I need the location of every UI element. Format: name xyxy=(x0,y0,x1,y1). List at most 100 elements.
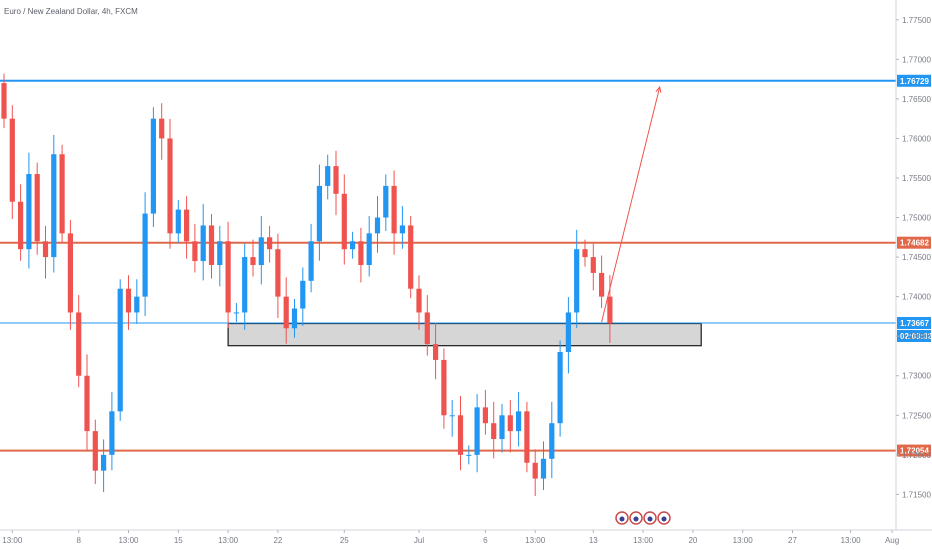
candle-body xyxy=(408,225,414,289)
support-zone-rect[interactable] xyxy=(227,322,702,347)
candle-body xyxy=(325,166,331,186)
price-tag-label: 1.73667 xyxy=(900,319,929,328)
candle-body xyxy=(433,344,439,360)
candle-body xyxy=(18,201,24,250)
candle-body xyxy=(117,288,123,412)
calendar-icon-dot xyxy=(633,516,639,522)
event-icons[interactable] xyxy=(615,511,671,525)
price-tick-label: 1.74000 xyxy=(902,293,931,302)
candle-body xyxy=(399,225,405,234)
calendar-event-icon[interactable] xyxy=(643,511,657,525)
candle-body xyxy=(383,185,389,218)
candle-body xyxy=(358,241,364,265)
candle-body xyxy=(109,411,115,455)
price-tick-label: 1.73500 xyxy=(902,332,931,341)
candle-body xyxy=(540,458,547,479)
candle-body xyxy=(574,249,580,313)
price-tag xyxy=(897,444,931,457)
time-tick-label: 13:00 xyxy=(525,536,546,545)
candle-body xyxy=(125,288,132,313)
candle-body xyxy=(192,241,198,262)
candle-body xyxy=(76,312,82,376)
price-tick-label: 1.75500 xyxy=(902,174,931,183)
time-tick-label: 13:00 xyxy=(733,536,754,545)
candle-body xyxy=(341,193,347,250)
time-tick-label: Jul xyxy=(414,536,424,545)
candle-body xyxy=(441,359,447,416)
price-tick-label: 1.72500 xyxy=(902,411,931,420)
candle-body xyxy=(482,407,488,424)
candle-body xyxy=(225,241,231,313)
price-tick-label: 1.76000 xyxy=(902,134,931,143)
candle-body xyxy=(275,249,281,297)
time-tick-label: 13:00 xyxy=(633,536,654,545)
candle-body xyxy=(565,312,571,353)
candle-body xyxy=(466,454,472,456)
calendar-event-icon[interactable] xyxy=(629,511,643,525)
time-tick-label: 27 xyxy=(788,536,797,545)
candle-body xyxy=(101,454,107,471)
candle-body xyxy=(449,415,455,417)
candle-body xyxy=(374,217,381,234)
candle-layer xyxy=(1,73,613,496)
candle-body xyxy=(457,415,464,455)
candle-body xyxy=(516,411,522,432)
projection-arrow-line[interactable] xyxy=(601,86,661,323)
candle-body xyxy=(283,296,289,329)
candle-body xyxy=(391,185,397,234)
price-tick-label: 1.72000 xyxy=(902,451,931,460)
candle-body xyxy=(233,312,239,314)
candle-body xyxy=(366,233,372,265)
candle-body xyxy=(92,431,98,471)
time-tick-label: 13 xyxy=(589,536,598,545)
candle-body xyxy=(333,166,339,194)
candle-body xyxy=(258,237,264,265)
price-tag-label: 1.74682 xyxy=(900,239,929,248)
candle-body xyxy=(51,154,57,258)
candle-body xyxy=(242,257,248,313)
zone-layer[interactable] xyxy=(227,322,702,347)
projection-layer[interactable] xyxy=(601,85,662,323)
calendar-event-icon[interactable] xyxy=(657,511,671,525)
time-tick-label: 13:00 xyxy=(2,536,23,545)
time-tick-label: 13:00 xyxy=(218,536,239,545)
time-tick-label: 25 xyxy=(340,536,349,545)
time-tick-label: 6 xyxy=(483,536,488,545)
candle-body xyxy=(424,312,430,345)
time-tick-label: 22 xyxy=(273,536,282,545)
price-tag-label: 1.76729 xyxy=(900,77,929,86)
candle-body xyxy=(9,118,15,202)
price-tick-label: 1.77500 xyxy=(902,16,931,25)
candle-body xyxy=(42,241,49,258)
projection-arrow-head xyxy=(655,85,662,93)
price-tag-label: 1.72054 xyxy=(900,447,929,456)
candle-body xyxy=(507,415,513,432)
candle-body xyxy=(200,225,206,262)
candle-body xyxy=(582,249,588,258)
price-tag xyxy=(897,236,931,249)
candle-body xyxy=(84,375,90,432)
candle-body xyxy=(524,411,530,463)
candle-body xyxy=(300,280,306,309)
price-tick-label: 1.75000 xyxy=(902,214,931,223)
candle-body xyxy=(1,83,7,119)
candle-body xyxy=(142,213,148,297)
time-tick-label: 8 xyxy=(76,536,81,545)
candle-body xyxy=(590,257,596,273)
price-tick-label: 1.73000 xyxy=(902,372,931,381)
candle-body xyxy=(549,423,555,459)
candle-body xyxy=(599,272,605,297)
candle-body xyxy=(217,241,223,265)
candle-body xyxy=(491,423,497,440)
candle-body xyxy=(416,288,422,313)
price-tick-label: 1.74500 xyxy=(902,253,931,262)
candle-body xyxy=(134,296,140,313)
hline-layer[interactable]: 1.76729 1.74682 1.73667 02:03:32 1.72054 xyxy=(0,74,932,457)
calendar-event-icon[interactable] xyxy=(615,511,629,525)
candle-body xyxy=(350,241,356,250)
price-tick-label: 1.71500 xyxy=(902,490,931,499)
candle-body xyxy=(208,225,215,265)
